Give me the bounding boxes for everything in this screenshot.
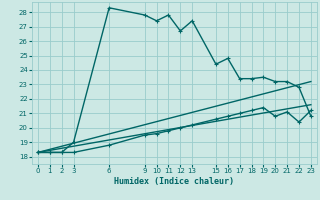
X-axis label: Humidex (Indice chaleur): Humidex (Indice chaleur) — [115, 177, 234, 186]
